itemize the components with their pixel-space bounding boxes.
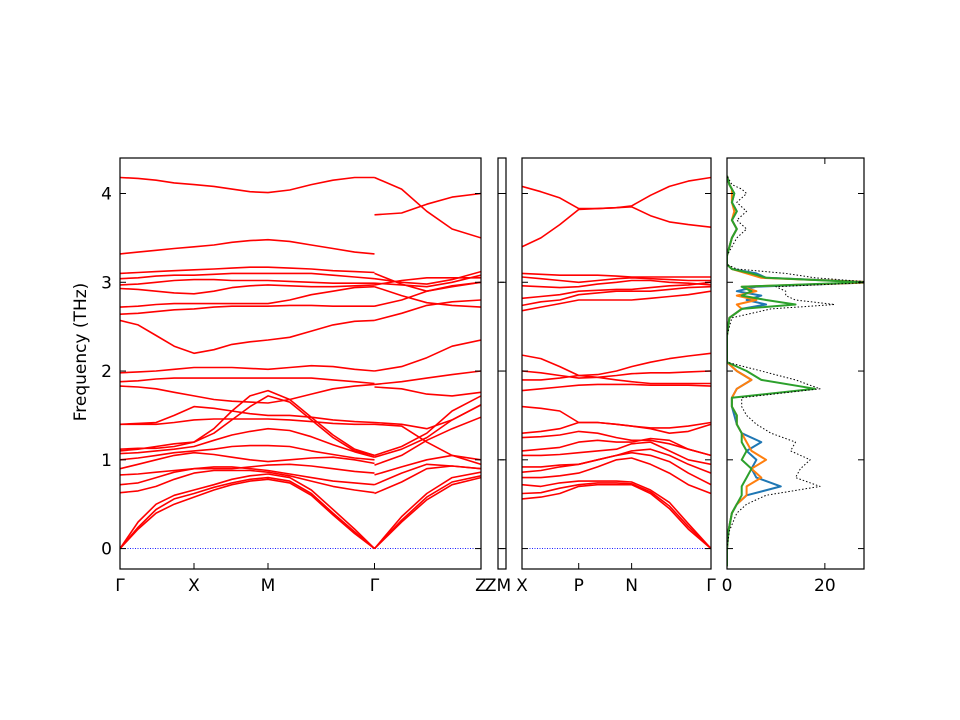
dos-xtick-label-1: 20	[814, 576, 836, 596]
band1-segment-1-band-11	[374, 386, 481, 397]
band1-segment-0-band-0	[120, 478, 375, 550]
band2-xtick-label-0: ZM	[485, 576, 511, 596]
band1-segment-0-band-23	[120, 238, 375, 255]
ytick-label-3: 3	[101, 273, 112, 293]
band1-segment-0-band-19	[120, 284, 375, 295]
band1-xtick-label-3: Γ	[370, 576, 380, 596]
band3-xtick-label-3: Γ	[706, 576, 716, 596]
axes-frames-layer	[119, 157, 865, 570]
band1-bands	[120, 176, 481, 550]
band3-segment-0-band-14	[522, 352, 711, 377]
band1-xtick-label-0: Γ	[115, 576, 125, 596]
band1-segment-0-band-1	[120, 476, 376, 550]
band1-segment-1-band-0	[373, 476, 481, 550]
band3-segment-0-band-22	[522, 176, 711, 210]
band3-segment-0-band-13	[522, 370, 711, 379]
band1-segment-1-band-22	[374, 176, 481, 239]
band1-segment-1-band-1	[373, 475, 481, 550]
band1-segment-0-band-15	[120, 364, 375, 374]
band3-segment-0-band-10	[522, 405, 711, 429]
band1-segment-1-band-10	[374, 404, 481, 430]
band3-segment-0-band-11	[522, 383, 711, 392]
band1-segment-1-band-5	[374, 454, 481, 476]
band1-segment-0-band-2	[120, 473, 376, 550]
band1-segment-1-band-12	[374, 370, 481, 386]
band1-segment-0-band-6	[120, 451, 375, 470]
band1-segment-0-band-16	[120, 319, 375, 355]
y-axis-label: Frequency (THz)	[71, 283, 91, 422]
band1-segment-1-band-6	[374, 416, 481, 466]
band1-segment-0-band-13	[120, 383, 375, 404]
dos-series-2	[727, 175, 864, 567]
band1-segment-0-band-10	[120, 389, 375, 457]
band1-xtick-label-2: M	[261, 576, 276, 596]
plot-lines-layer	[120, 175, 864, 567]
band1-segment-0-band-5	[120, 463, 375, 476]
band3-bands	[522, 176, 711, 550]
band3-segment-0-band-0	[522, 483, 711, 550]
dos-curves	[727, 175, 864, 567]
band1-segment-0-band-8	[120, 427, 375, 458]
band3-segment-0-band-20	[522, 272, 711, 278]
band1-segment-0-band-18	[120, 285, 375, 308]
band1-segment-1-band-16	[374, 285, 481, 308]
band3-xtick-label-2: N	[625, 576, 638, 596]
band1-segment-0-band-24	[120, 176, 375, 194]
band1-xtick-label-1: X	[188, 576, 200, 596]
band3-xtick-label-1: P	[574, 576, 584, 596]
band1-segment-0-band-9	[120, 395, 375, 457]
dos-xtick-label-0: 0	[722, 576, 733, 596]
band3-segment-0-band-3	[522, 457, 711, 495]
band1-segment-1-band-17	[374, 276, 481, 286]
band2-frame	[497, 157, 507, 570]
band1-segment-1-band-13	[374, 339, 481, 372]
band1-segment-1-band-8	[374, 395, 481, 457]
band3-segment-0-band-5	[522, 448, 711, 474]
band3-segment-0-band-1	[522, 482, 711, 550]
band1-segment-0-band-12	[120, 405, 375, 426]
band1-segment-0-band-21	[120, 272, 375, 280]
band1-segment-1-band-4	[374, 463, 481, 486]
band1-segment-1-band-9	[374, 423, 481, 466]
band1-segment-1-band-20	[374, 272, 481, 293]
ytick-label-4: 4	[101, 185, 112, 205]
ytick-label-1: 1	[101, 451, 112, 471]
dos-frame	[726, 157, 865, 570]
band1-segment-0-band-17	[120, 304, 375, 315]
band1-segment-0-band-11	[120, 418, 375, 426]
band3-segment-0-band-18	[522, 279, 711, 289]
band1-segment-1-band-18	[374, 274, 481, 288]
ytick-label-2: 2	[101, 362, 112, 382]
band1-segment-0-band-7	[120, 444, 375, 461]
band1-xtick-label-4: Z	[475, 576, 487, 596]
band1-segment-0-band-22	[120, 266, 375, 275]
band1-segment-1-band-21	[374, 192, 481, 216]
band1-segment-0-band-14	[120, 377, 375, 385]
band3-segment-0-band-6	[522, 441, 711, 466]
band1-segment-1-band-14	[374, 299, 481, 322]
band3-segment-0-band-12	[522, 374, 711, 385]
band3-segment-0-band-8	[522, 430, 711, 457]
band3-segment-0-band-16	[522, 285, 711, 307]
band1-segment-1-band-2	[373, 471, 481, 550]
band3-segment-0-band-19	[522, 276, 711, 284]
band1-segment-0-band-3	[120, 469, 375, 494]
dos-series-3	[727, 175, 864, 567]
band3-xtick-label-0: X	[516, 576, 528, 596]
band3-segment-0-band-15	[522, 290, 711, 312]
band1-segment-0-band-20	[120, 278, 375, 286]
band3-segment-0-band-17	[522, 281, 711, 300]
band3-frame	[521, 157, 712, 570]
band3-segment-0-band-2	[522, 480, 711, 550]
ytick-label-0: 0	[101, 540, 112, 560]
band1-frame	[119, 157, 482, 570]
band3-segment-0-band-7	[522, 437, 711, 457]
